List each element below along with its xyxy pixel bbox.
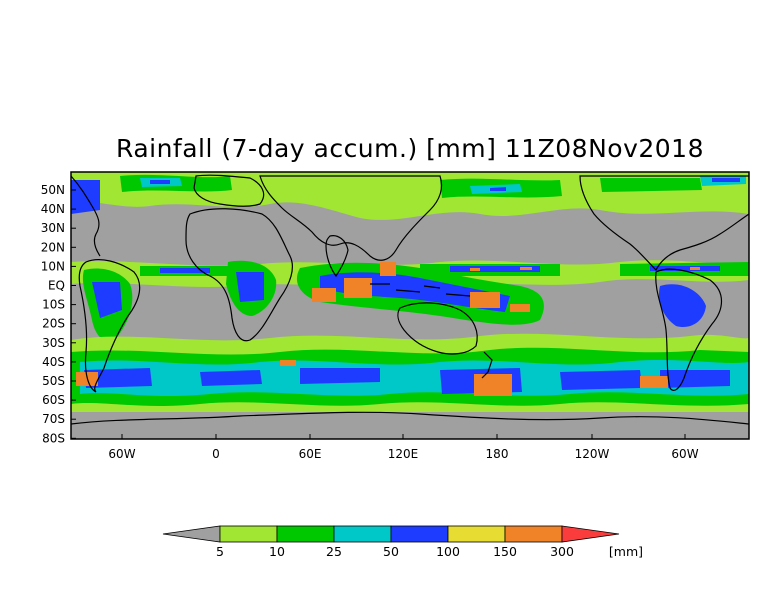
lon-label: 0	[212, 447, 220, 461]
coastline-indonesia	[370, 283, 471, 297]
coastline-india	[325, 235, 349, 278]
lon-label: 60W	[671, 447, 698, 461]
colorbar-unit: [mm]	[609, 544, 643, 559]
lat-label: 10S	[42, 298, 65, 312]
colorbar-level-label: 5	[216, 544, 224, 559]
rain-band-north	[71, 172, 749, 220]
colorbar-segment	[219, 525, 278, 543]
coastline-north-america-west	[71, 175, 101, 257]
coastline-south-america	[78, 259, 141, 393]
lon-label: 120W	[575, 447, 610, 461]
lat-label: 40N	[41, 202, 65, 216]
colorbar-segment	[447, 525, 506, 543]
coastlines	[71, 174, 749, 425]
lat-label: 50N	[41, 183, 65, 197]
coastline-new-zealand	[481, 351, 493, 379]
colorbar-level-label: 100	[436, 544, 460, 559]
colorbar-level-label: 50	[383, 544, 399, 559]
lat-label: 80S	[42, 431, 65, 445]
coastline-north-america-east	[579, 175, 749, 272]
lat-label: 50S	[42, 374, 65, 388]
rain-band-itcz-intense	[470, 267, 700, 271]
rain-africa-heavy	[236, 272, 264, 302]
rain-fields	[71, 172, 749, 412]
coastline-antarctica	[71, 411, 749, 425]
colorbar-segment	[333, 525, 392, 543]
colorbar-level-label: 150	[493, 544, 517, 559]
lat-label: EQ	[48, 279, 65, 293]
lon-label: 60W	[108, 447, 135, 461]
coastline-africa	[185, 208, 293, 342]
lat-label: 10N	[41, 259, 65, 273]
coastline-australia	[397, 302, 478, 355]
lon-label: 180	[486, 447, 509, 461]
rain-band-itcz-moderate	[140, 262, 749, 276]
rain-band-itcz-heavy	[160, 266, 720, 273]
colorbar-segment	[276, 525, 335, 543]
map-title: Rainfall (7-day accum.) [mm] 11Z08Nov201…	[116, 134, 704, 163]
rain-band-north-moderate	[120, 174, 702, 198]
rain-south-america-heavy	[92, 282, 122, 318]
colorbar: 5 10 25 50 100 150 300 [mm]	[162, 525, 643, 559]
longitude-axis: 60W 0 60E 120E 180 120W 60W	[108, 434, 699, 461]
rain-band-south-intense	[84, 368, 730, 394]
coastline-south-america-east	[655, 268, 723, 391]
lon-label: 120E	[388, 447, 419, 461]
colorbar-segment	[504, 525, 563, 543]
lat-label: 30S	[42, 336, 65, 350]
lat-label: 70S	[42, 412, 65, 426]
colorbar-level-label: 25	[326, 544, 342, 559]
colorbar-level-label: 300	[550, 544, 574, 559]
colorbar-over-triangle	[561, 525, 620, 543]
coastline-europe	[193, 174, 265, 207]
colorbar-level-label: 10	[269, 544, 285, 559]
colorbar-under-triangle	[162, 525, 221, 543]
map-panel	[71, 172, 749, 439]
map-frame	[70, 171, 750, 440]
lat-label: 20S	[42, 317, 65, 331]
lat-label: 30N	[41, 221, 65, 235]
rain-maritime-intense	[312, 262, 530, 312]
colorbar-segment	[390, 525, 449, 543]
lat-label: 20N	[41, 240, 65, 254]
rain-south-america-east	[658, 284, 706, 328]
lat-label: 60S	[42, 393, 65, 407]
coastline-asia	[259, 175, 443, 261]
lon-label: 60E	[299, 447, 322, 461]
latitude-axis: 50N 40N 30N 20N 10N EQ 10S 20S 30S 40S 50S 60S 70S 80…	[41, 183, 76, 445]
lat-label: 40S	[42, 355, 65, 369]
